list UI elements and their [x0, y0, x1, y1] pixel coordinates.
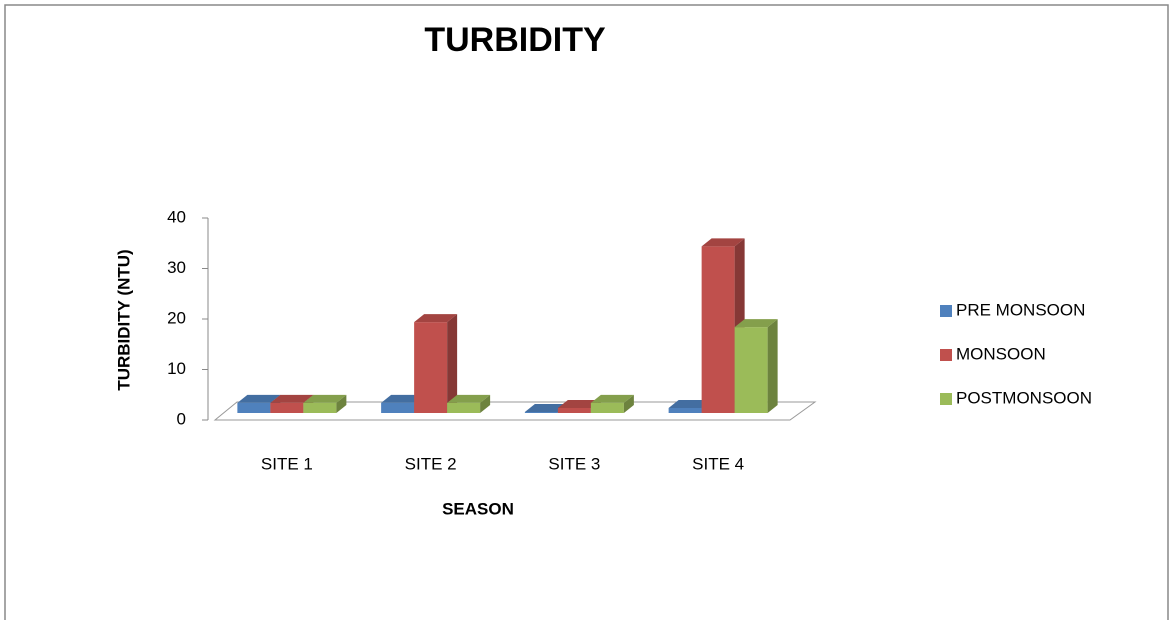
- bar-front: [414, 322, 448, 413]
- bar-front: [701, 246, 735, 413]
- legend-swatch: [940, 349, 952, 361]
- bar-top: [237, 394, 281, 403]
- bar: [414, 314, 458, 413]
- bar-side: [336, 394, 347, 413]
- bar-top: [557, 399, 601, 408]
- legend-swatch: [940, 305, 952, 317]
- y-tick-label: 40: [167, 207, 186, 226]
- bar: [734, 319, 778, 413]
- bar-top: [590, 394, 634, 403]
- bar-top: [524, 403, 568, 412]
- legend-label: PRE MONSOON: [956, 300, 1085, 319]
- bar-front: [381, 402, 415, 413]
- bar-top: [414, 314, 458, 323]
- bar-side: [480, 394, 491, 413]
- y-tick-label: 30: [167, 258, 186, 277]
- bar-top: [381, 394, 425, 403]
- x-tick-label: SITE 4: [692, 454, 744, 473]
- bar-top: [303, 394, 347, 403]
- bar-front: [668, 407, 702, 413]
- bar-front: [734, 327, 768, 413]
- x-axis-title: SEASON: [442, 499, 514, 518]
- bar: [590, 394, 634, 413]
- bar-front: [447, 402, 481, 413]
- bar-side: [623, 394, 634, 413]
- bar-front: [590, 402, 624, 413]
- bar-side: [767, 319, 778, 413]
- bar-top: [734, 319, 778, 328]
- chart-title: TURBIDITY: [424, 21, 606, 59]
- x-tick-label: SITE 1: [261, 454, 313, 473]
- floor: [213, 401, 817, 421]
- legend-label: MONSOON: [956, 344, 1046, 363]
- y-axis-title: TURBIDITY (NTU): [114, 249, 133, 390]
- legend-swatch: [940, 393, 952, 405]
- bar-top: [447, 394, 491, 403]
- y-tick-label: 0: [177, 409, 186, 428]
- y-tick-label: 20: [167, 308, 186, 327]
- bar-top: [701, 238, 745, 247]
- bar-top: [270, 394, 314, 403]
- bar-front: [557, 407, 591, 413]
- y-tick-label: 10: [167, 359, 186, 378]
- legend-label: POSTMONSOON: [956, 388, 1092, 407]
- chart-border: [4, 4, 1169, 620]
- bar: [447, 394, 491, 413]
- x-tick-label: SITE 2: [405, 454, 457, 473]
- bar: [237, 394, 281, 413]
- x-tick-label: SITE 3: [548, 454, 600, 473]
- bar-side: [447, 314, 458, 413]
- bar: [303, 394, 347, 413]
- bar-front: [237, 402, 271, 413]
- bar-front: [270, 402, 304, 413]
- bar-front: [303, 402, 337, 413]
- bar-top: [668, 399, 712, 408]
- bar-front: [524, 411, 558, 413]
